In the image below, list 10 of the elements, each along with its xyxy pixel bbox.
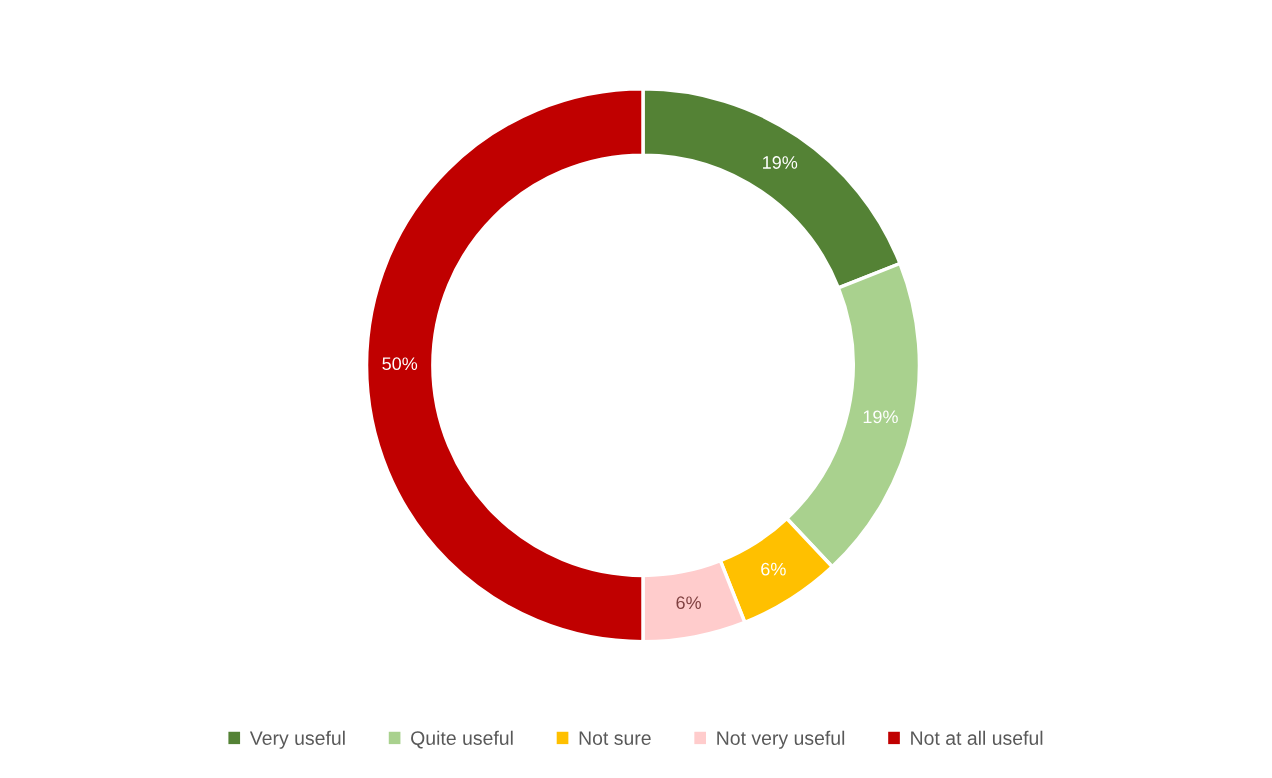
legend-label: Not very useful [717, 730, 845, 749]
data-label: 19% [863, 410, 898, 424]
legend-label: Not sure [579, 731, 651, 745]
data-label: 6% [676, 596, 701, 610]
legend-label: Not at all useful [911, 730, 1043, 745]
data-label: 19% [763, 156, 798, 169]
data-label: 6% [761, 562, 786, 576]
data-label: 50% [382, 357, 418, 371]
legend-label: Very useful [249, 730, 345, 749]
legend-label: Quite useful [411, 730, 513, 749]
